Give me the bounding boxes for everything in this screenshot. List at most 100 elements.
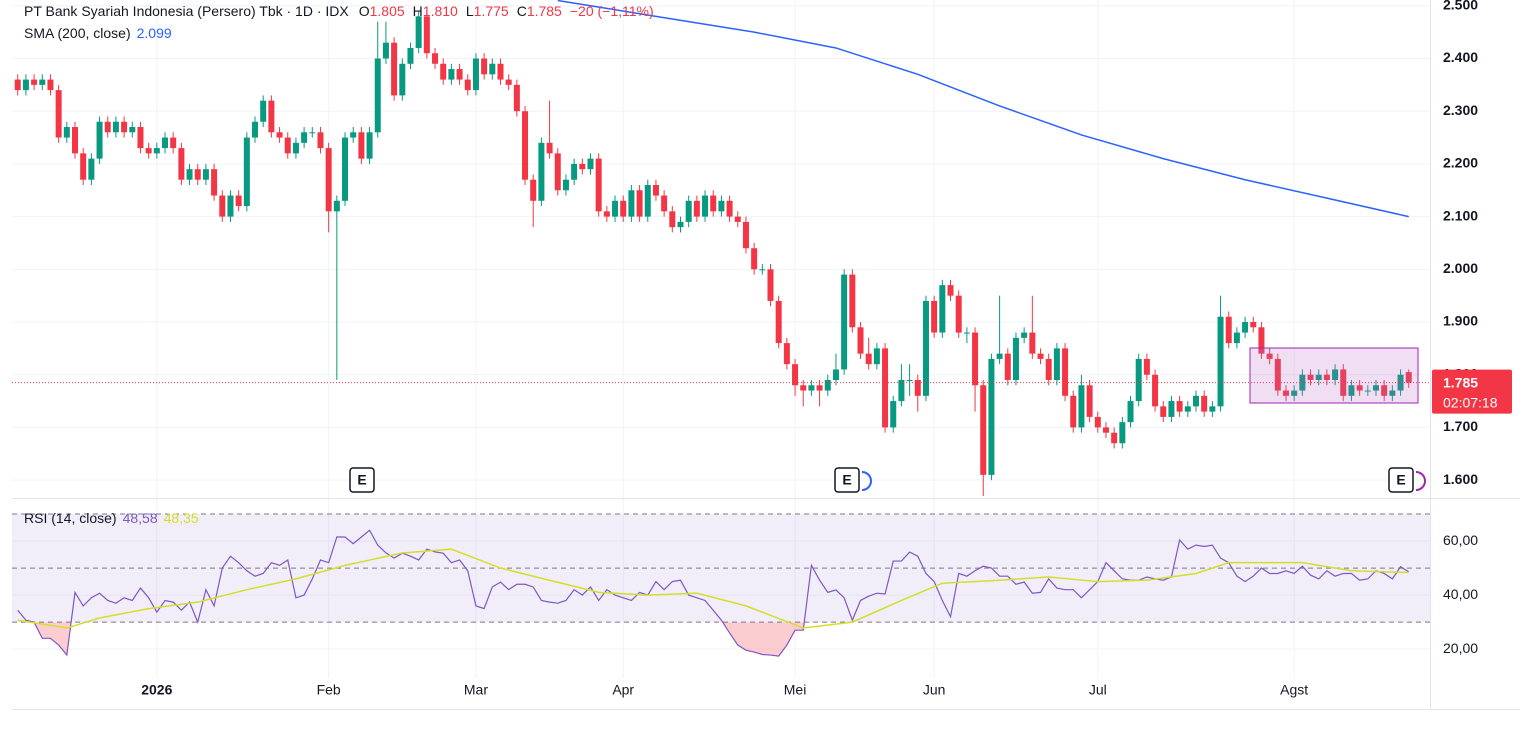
candle-body[interactable]	[783, 343, 790, 365]
candle-body[interactable]	[759, 269, 766, 271]
candle-body[interactable]	[1094, 416, 1101, 428]
candle-body[interactable]	[832, 369, 839, 380]
candle-body[interactable]	[890, 401, 897, 428]
candle-body[interactable]	[873, 348, 880, 365]
candle-body[interactable]	[652, 184, 659, 196]
candle-body[interactable]	[1364, 390, 1371, 392]
candle-body[interactable]	[718, 200, 725, 212]
candle-body[interactable]	[1201, 395, 1208, 412]
candle-body[interactable]	[170, 137, 177, 149]
candle-body[interactable]	[710, 195, 717, 212]
candle-body[interactable]	[407, 47, 414, 64]
candle-body[interactable]	[481, 58, 488, 75]
candle-body[interactable]	[702, 195, 709, 217]
candle-body[interactable]	[80, 153, 87, 180]
candle-body[interactable]	[1004, 353, 1011, 380]
candle-body[interactable]	[276, 132, 283, 138]
candle-body[interactable]	[1012, 337, 1019, 380]
candle-body[interactable]	[816, 385, 823, 391]
candle-body[interactable]	[742, 221, 749, 249]
candle-body[interactable]	[546, 142, 553, 154]
dividend-marker[interactable]	[861, 471, 872, 491]
candle-body[interactable]	[112, 121, 119, 133]
candle-body[interactable]	[472, 58, 479, 91]
candle-body[interactable]	[317, 132, 324, 149]
candle-body[interactable]	[603, 211, 610, 217]
candle-body[interactable]	[1078, 385, 1085, 428]
candle-body[interactable]	[358, 132, 365, 159]
candle-body[interactable]	[1119, 422, 1126, 444]
earnings-label[interactable]: E	[842, 472, 851, 488]
candle-body[interactable]	[636, 190, 643, 217]
candle-body[interactable]	[988, 358, 995, 475]
candle-body[interactable]	[1323, 374, 1330, 380]
candle-body[interactable]	[922, 300, 929, 396]
candle-body[interactable]	[1258, 327, 1265, 354]
candle-body[interactable]	[96, 121, 103, 159]
candle-body[interactable]	[219, 195, 226, 217]
candle-body[interactable]	[1176, 401, 1183, 412]
candle-body[interactable]	[857, 327, 864, 354]
candle-body[interactable]	[202, 169, 209, 180]
candle-body[interactable]	[423, 16, 430, 54]
candle-body[interactable]	[252, 121, 259, 138]
candle-body[interactable]	[1381, 385, 1388, 396]
candle-body[interactable]	[1192, 395, 1199, 407]
candle-body[interactable]	[153, 148, 160, 154]
candle-body[interactable]	[489, 63, 496, 75]
dividend-marker[interactable]	[1415, 471, 1426, 491]
candle-body[interactable]	[432, 53, 439, 64]
candle-body[interactable]	[972, 332, 979, 386]
candle-body[interactable]	[268, 100, 275, 133]
candle-body[interactable]	[63, 127, 70, 138]
candle-body[interactable]	[571, 163, 578, 180]
candle-body[interactable]	[1315, 374, 1322, 380]
candle-body[interactable]	[440, 63, 447, 80]
candle-body[interactable]	[644, 184, 651, 217]
candle-body[interactable]	[898, 379, 905, 402]
candle-body[interactable]	[22, 79, 29, 91]
candle-body[interactable]	[14, 79, 21, 91]
candle-body[interactable]	[325, 148, 332, 212]
candle-body[interactable]	[1021, 332, 1028, 338]
candle-body[interactable]	[612, 200, 619, 217]
candle-body[interactable]	[1111, 432, 1118, 444]
candle-body[interactable]	[1266, 353, 1273, 359]
candle-body[interactable]	[1184, 406, 1191, 412]
candle-body[interactable]	[628, 190, 635, 217]
candle-body[interactable]	[767, 269, 774, 301]
candle-body[interactable]	[505, 79, 512, 85]
candle-body[interactable]	[72, 127, 79, 154]
candle-body[interactable]	[914, 379, 921, 396]
candle-body[interactable]	[88, 158, 95, 180]
candle-body[interactable]	[31, 79, 38, 85]
candle-body[interactable]	[55, 90, 62, 138]
candle-body[interactable]	[1356, 385, 1363, 391]
earnings-marker[interactable]	[834, 467, 860, 493]
candle-body[interactable]	[186, 169, 193, 180]
candle-body[interactable]	[554, 153, 561, 191]
candle-body[interactable]	[382, 42, 389, 59]
candle-body[interactable]	[1274, 358, 1281, 391]
candle-body[interactable]	[497, 63, 504, 80]
candle-body[interactable]	[775, 300, 782, 344]
candle-body[interactable]	[1209, 406, 1216, 412]
candle-body[interactable]	[661, 195, 668, 212]
candle-body[interactable]	[1233, 332, 1240, 344]
candle-body[interactable]	[464, 79, 471, 91]
candle-body[interactable]	[350, 132, 357, 138]
candle-body[interactable]	[693, 200, 700, 217]
candle-body[interactable]	[194, 169, 201, 180]
candle-body[interactable]	[841, 274, 848, 370]
candle-body[interactable]	[726, 200, 733, 217]
candle-body[interactable]	[1282, 390, 1289, 396]
candle-body[interactable]	[1086, 385, 1093, 417]
candle-body[interactable]	[1307, 374, 1314, 380]
candle-body[interactable]	[178, 148, 185, 180]
candle-body[interactable]	[522, 111, 529, 180]
candle-body[interactable]	[145, 148, 152, 154]
earnings-label[interactable]: E	[1396, 472, 1405, 488]
candle-body[interactable]	[1340, 369, 1347, 396]
candle-body[interactable]	[734, 216, 741, 222]
candle-body[interactable]	[513, 84, 520, 112]
